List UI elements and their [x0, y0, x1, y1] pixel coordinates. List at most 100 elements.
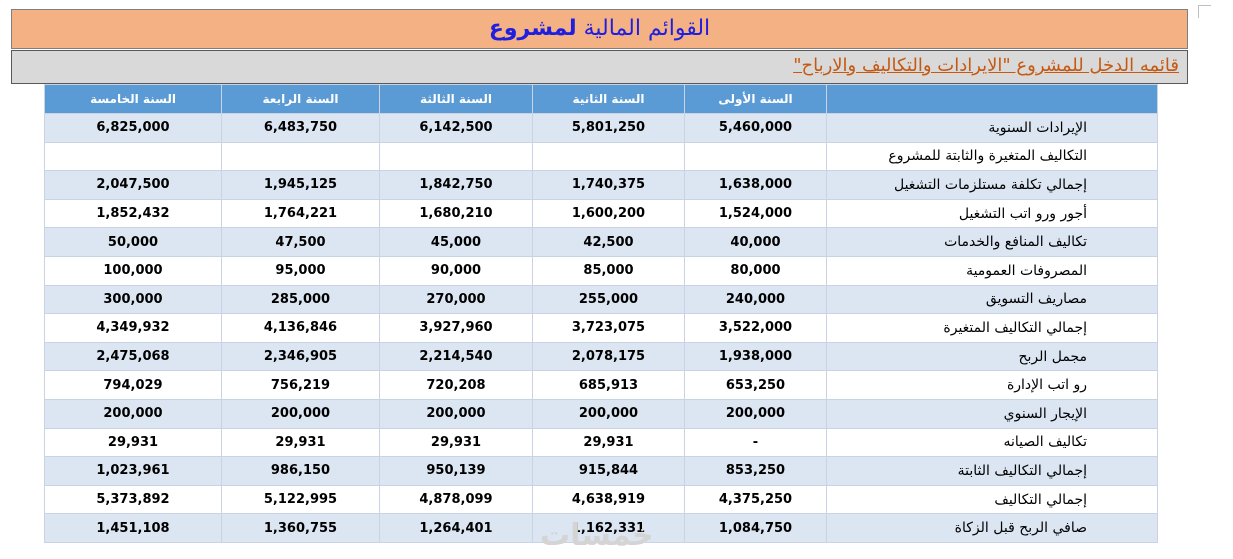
header-label-cell: [826, 84, 1158, 114]
year-5-value-cell: 794,029: [44, 370, 222, 400]
year-1-value-cell: 1,524,000: [684, 198, 827, 229]
year-2-value-cell: 915,844: [532, 456, 685, 486]
row-label-cell: مصاريف التسويق: [826, 284, 1158, 315]
row-label-cell: أجور ورو اتب التشغيل: [826, 198, 1158, 229]
year-1-value-cell: 1,084,750: [684, 513, 827, 543]
year-1-value-cell: 40,000: [684, 227, 827, 257]
table-row: إجمالي التكاليف 4,375,250 4,638,919 4,878,0…: [44, 484, 1158, 515]
year-1-value-cell: 200,000: [684, 398, 827, 429]
page-corner-mark: [1198, 5, 1211, 18]
year-4-value-cell: 285,000: [221, 284, 380, 315]
year-4-value-cell: 1,360,755: [221, 513, 380, 543]
year-5-value-cell: 4,349,932: [44, 313, 222, 343]
year-4-value-cell: 200,000: [221, 398, 380, 429]
row-label-cell: إجمالي التكاليف الثابتة: [826, 456, 1158, 486]
table-row: مصاريف التسويق 240,000 255,000 270,000 285,0…: [44, 284, 1158, 315]
year-2-value-cell: 29,931: [532, 427, 685, 458]
year-1-value-cell: 4,375,250: [684, 484, 827, 515]
table-row: إجمالي التكاليف المتغيرة 3,522,000 3,723,0…: [44, 313, 1158, 343]
year-4-value-cell: 95,000: [221, 255, 380, 286]
header-year-1: السنة الأولى: [684, 84, 827, 114]
year-1-value-cell: 853,250: [684, 456, 827, 486]
row-label-cell: صافي الربح قبل الزكاة: [826, 513, 1158, 543]
year-3-value-cell: 1,680,210: [379, 198, 533, 229]
table-row: المصروفات العمومية 80,000 85,000 90,000 95,0…: [44, 255, 1158, 286]
row-label-cell: رو اتب الإدارة: [826, 370, 1158, 400]
year-5-value-cell: 5,373,892: [44, 484, 222, 515]
row-label-cell: الإيرادات السنوية: [826, 113, 1158, 143]
table-row: تكاليف المنافع والخدمات 40,000 42,500 45,00…: [44, 227, 1158, 257]
table-row: أجور ورو اتب التشغيل 1,524,000 1,600,200 1,…: [44, 198, 1158, 229]
year-1-value-cell: [684, 141, 827, 172]
year-4-value-cell: 2,346,905: [221, 341, 380, 372]
year-2-value-cell: 4,638,919: [532, 484, 685, 515]
sheet-title-bar: القوائم المالية لمشروع: [11, 9, 1188, 49]
table-header-row: السنة الأولى السنة الثانية السنة الثالثة…: [44, 84, 1158, 114]
year-2-value-cell: 685,913: [532, 370, 685, 400]
year-3-value-cell: 720,208: [379, 370, 533, 400]
year-2-value-cell: 2,078,175: [532, 341, 685, 372]
year-3-value-cell: 3,927,960: [379, 313, 533, 343]
year-3-value-cell: 270,000: [379, 284, 533, 315]
year-1-value-cell: 80,000: [684, 255, 827, 286]
year-4-value-cell: 5,122,995: [221, 484, 380, 515]
row-label-cell: إجمالي التكاليف المتغيرة: [826, 313, 1158, 343]
table-row: تكاليف الصيانه -29,931 29,931 29,931 29,931: [44, 427, 1158, 458]
row-label-cell: المصروفات العمومية: [826, 255, 1158, 286]
year-4-value-cell: 6,483,750: [221, 113, 380, 143]
row-label-cell: مجمل الربح: [826, 341, 1158, 372]
year-3-value-cell: 6,142,500: [379, 113, 533, 143]
year-4-value-cell: 47,500: [221, 227, 380, 257]
year-5-value-cell: 100,000: [44, 255, 222, 286]
year-1-value-cell: 3,522,000: [684, 313, 827, 343]
table-row: إجمالي التكاليف الثابتة 853,250 915,844 950…: [44, 456, 1158, 486]
row-label-cell: إجمالي تكلفة مستلزمات التشغيل: [826, 170, 1158, 200]
year-3-value-cell: [379, 141, 533, 172]
year-5-value-cell: 29,931: [44, 427, 222, 458]
table-row: رو اتب الإدارة 653,250 685,913 720,208 756,2…: [44, 370, 1158, 400]
title-text-bold: لمشروع: [488, 16, 577, 41]
year-1-value-cell: 1,638,000: [684, 170, 827, 200]
header-year-3: السنة الثالثة: [379, 84, 533, 114]
table-row: صافي الربح قبل الزكاة 1,084,750 1,162,331 1…: [44, 513, 1158, 543]
year-4-value-cell: [221, 141, 380, 172]
row-label-cell: تكاليف الصيانه: [826, 427, 1158, 458]
year-5-value-cell: 2,047,500: [44, 170, 222, 200]
row-label-cell: إجمالي التكاليف: [826, 484, 1158, 515]
year-2-value-cell: 42,500: [532, 227, 685, 257]
income-statement-subtitle: قائمه الدخل للمشروع "الايرادات والتكاليف…: [11, 50, 1188, 84]
table-row: الإيجار السنوي 200,000 200,000 200,000 200,0…: [44, 398, 1158, 429]
table-row: الإيرادات السنوية 5,460,000 5,801,250 6,142…: [44, 113, 1158, 143]
year-1-value-cell: 1,938,000: [684, 341, 827, 372]
year-1-value-cell: 240,000: [684, 284, 827, 315]
year-5-value-cell: 2,475,068: [44, 341, 222, 372]
year-5-value-cell: 200,000: [44, 398, 222, 429]
year-2-value-cell: [532, 141, 685, 172]
year-5-value-cell: 1,852,432: [44, 198, 222, 229]
year-3-value-cell: 2,214,540: [379, 341, 533, 372]
year-3-value-cell: 1,264,401: [379, 513, 533, 543]
row-label-cell: التكاليف المتغيرة والثابتة للمشروع: [826, 141, 1158, 172]
year-3-value-cell: 1,842,750: [379, 170, 533, 200]
table-row: إجمالي تكلفة مستلزمات التشغيل 1,638,000 1,…: [44, 170, 1158, 200]
year-5-value-cell: 1,023,961: [44, 456, 222, 486]
year-3-value-cell: 90,000: [379, 255, 533, 286]
year-2-value-cell: 1,740,375: [532, 170, 685, 200]
year-3-value-cell: 29,931: [379, 427, 533, 458]
year-5-value-cell: 50,000: [44, 227, 222, 257]
header-year-4: السنة الرابعة: [221, 84, 380, 114]
year-2-value-cell: 5,801,250: [532, 113, 685, 143]
header-year-5: السنة الخامسة: [44, 84, 222, 114]
subtitle-text: قائمه الدخل للمشروع "الايرادات والتكاليف…: [793, 55, 1179, 76]
year-5-value-cell: [44, 141, 222, 172]
year-5-value-cell: 6,825,000: [44, 113, 222, 143]
year-4-value-cell: 1,945,125: [221, 170, 380, 200]
year-4-value-cell: 29,931: [221, 427, 380, 458]
year-3-value-cell: 4,878,099: [379, 484, 533, 515]
year-4-value-cell: 986,150: [221, 456, 380, 486]
year-2-value-cell: 3,723,075: [532, 313, 685, 343]
year-3-value-cell: 950,139: [379, 456, 533, 486]
year-5-value-cell: 1,451,108: [44, 513, 222, 543]
year-2-value-cell: 255,000: [532, 284, 685, 315]
year-1-value-cell: 5,460,000: [684, 113, 827, 143]
